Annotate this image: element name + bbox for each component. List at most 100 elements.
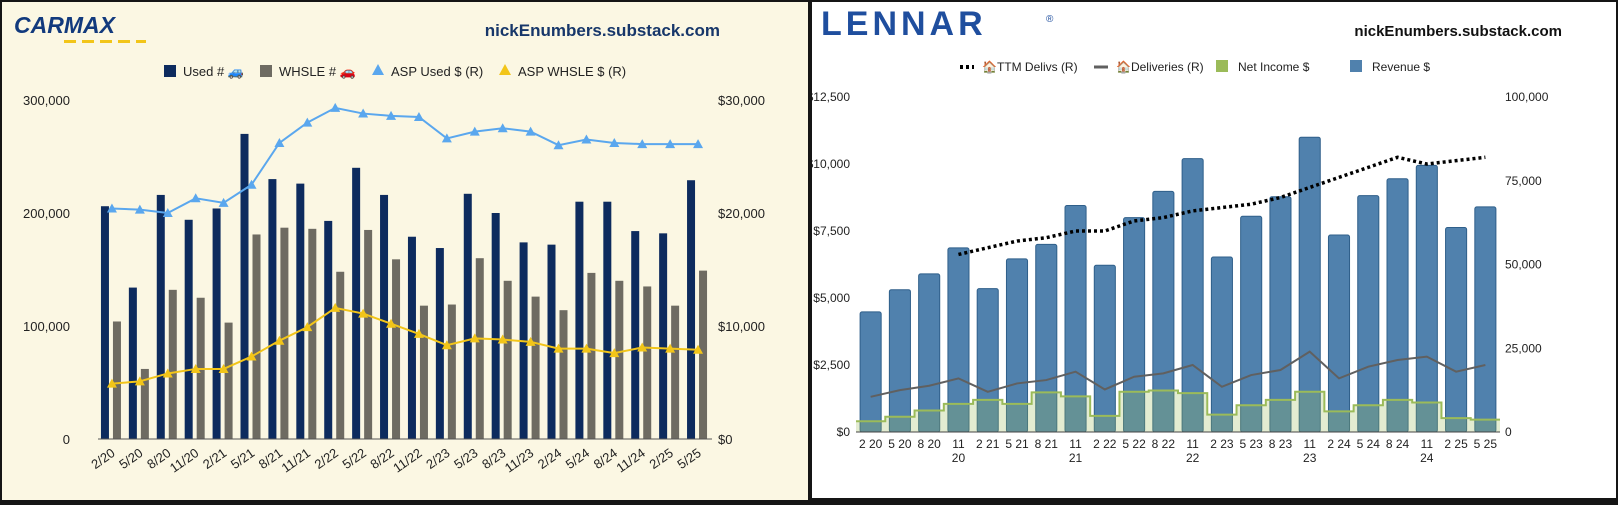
series-point — [637, 342, 648, 352]
bar-whsle — [447, 304, 456, 439]
bars — [859, 136, 1497, 433]
series-point — [274, 335, 285, 345]
bar-whsle — [699, 270, 708, 439]
series-point — [581, 134, 592, 144]
x-tick-label: 5/25 — [674, 445, 703, 472]
x-tick-label: 2/23 — [423, 445, 452, 472]
x-tick-label-year: 24 — [1420, 451, 1434, 465]
x-tick-label: 8 23 — [1269, 437, 1293, 451]
x-tick-label: 11 — [952, 437, 965, 451]
series-point — [665, 343, 676, 353]
bar-whsle — [643, 286, 652, 439]
bar-whsle — [140, 368, 149, 439]
lines — [106, 102, 704, 388]
y-right-tick-label: 50,000 — [1505, 258, 1542, 272]
series-point — [581, 343, 592, 353]
series-point — [386, 110, 397, 120]
bar-revenue — [1210, 256, 1233, 433]
x-tick-label: 5/21 — [228, 445, 257, 472]
legend-label: ASP WHSLE $ (R) — [518, 64, 626, 79]
series-point — [413, 328, 424, 338]
series-point — [497, 334, 508, 344]
bar-whsle — [587, 272, 596, 439]
bar-revenue — [1474, 206, 1497, 433]
bar-revenue — [1298, 136, 1321, 433]
series-point — [246, 179, 257, 189]
x-tick-label: 2 24 — [1327, 437, 1351, 451]
legend-marker — [1350, 60, 1362, 72]
net-income-area — [856, 390, 1500, 432]
bar-revenue — [888, 289, 911, 433]
ttm-deliveries-line — [958, 155, 1486, 257]
y-right-tick-label: 75,000 — [1505, 174, 1542, 188]
bar-used — [128, 287, 137, 439]
series-point — [693, 139, 704, 149]
series-point — [218, 363, 229, 373]
x-tick-label: 5/22 — [340, 445, 369, 472]
bar-whsle — [531, 296, 540, 439]
series-point — [190, 193, 201, 203]
series-point — [330, 102, 341, 112]
lennar-logo: LENNAR — [821, 5, 987, 43]
bar-whsle — [252, 234, 261, 439]
x-tick-label: 2/25 — [647, 445, 676, 472]
bar-revenue — [1093, 264, 1116, 433]
x-tick-label: 11/23 — [502, 445, 536, 475]
series-point — [413, 111, 424, 121]
bar-whsle — [392, 259, 401, 439]
legend-marker — [1216, 60, 1228, 72]
series-point — [106, 203, 117, 213]
y-left-tick-label: 0 — [63, 432, 70, 447]
carmax-chart: CARMAX nickEnumbers.substack.com Used # … — [14, 12, 765, 476]
y-left-tick-label: $0 — [837, 425, 851, 439]
bar-used — [547, 244, 556, 439]
y-right-tick-label: 0 — [1505, 425, 1512, 439]
net-income-line — [856, 389, 1500, 423]
deliveries-line — [870, 350, 1486, 398]
lines — [856, 155, 1500, 432]
series-point — [218, 197, 229, 207]
series-point — [553, 140, 564, 150]
bar-used — [156, 194, 165, 439]
y-left-tick-label: $2,500 — [813, 358, 850, 372]
bar-revenue — [859, 311, 882, 433]
bar-used — [463, 193, 472, 439]
series-point — [441, 133, 452, 143]
legend-label: ASP Used $ (R) — [391, 64, 483, 79]
bar-revenue — [1269, 196, 1292, 433]
x-tick-label: 5 24 — [1357, 437, 1381, 451]
y-right-tick-label: $0 — [718, 432, 732, 447]
x-tick-label: 5/24 — [563, 445, 592, 472]
series-point — [525, 336, 536, 346]
legend-label: 🏠Deliveries (R) — [1116, 60, 1204, 74]
x-tick-label: 2 22 — [1093, 437, 1117, 451]
series-point — [441, 340, 452, 350]
bar-whsle — [224, 322, 233, 439]
bar-used — [659, 233, 668, 439]
bar-whsle — [280, 227, 289, 439]
series-point — [665, 139, 676, 149]
legend-marker — [260, 65, 272, 77]
lennar-chart: LENNAR ® nickEnumbers.substack.com 🏠TTM … — [807, 5, 1562, 465]
series-point — [553, 343, 564, 353]
bar-used — [407, 236, 416, 439]
x-tick-label: 8 21 — [1035, 437, 1059, 451]
series-point — [274, 137, 285, 147]
bar-whsle — [419, 305, 428, 439]
x-tick-label: 2/22 — [312, 445, 341, 472]
series-point — [302, 117, 313, 127]
x-tick-label: 2 21 — [976, 437, 1000, 451]
legend-label: 🏠TTM Delivs (R) — [982, 60, 1078, 74]
x-tick-label: 11 — [1421, 437, 1434, 451]
bar-revenue — [1181, 158, 1204, 433]
x-tick-label: 11/20 — [167, 445, 201, 475]
legend-label: WHSLE # 🚗 — [279, 64, 356, 79]
lennar-chart-panel: LENNAR ® nickEnumbers.substack.com 🏠TTM … — [807, 2, 1616, 498]
x-tick-label: 2 23 — [1210, 437, 1234, 451]
bar-used — [296, 183, 305, 439]
x-tick-label: 11/22 — [390, 445, 424, 475]
y-right-tick-label: 100,000 — [1505, 90, 1549, 104]
x-tick-label: 8 22 — [1152, 437, 1176, 451]
bar-revenue — [1240, 215, 1263, 433]
bar-whsle — [336, 271, 345, 439]
